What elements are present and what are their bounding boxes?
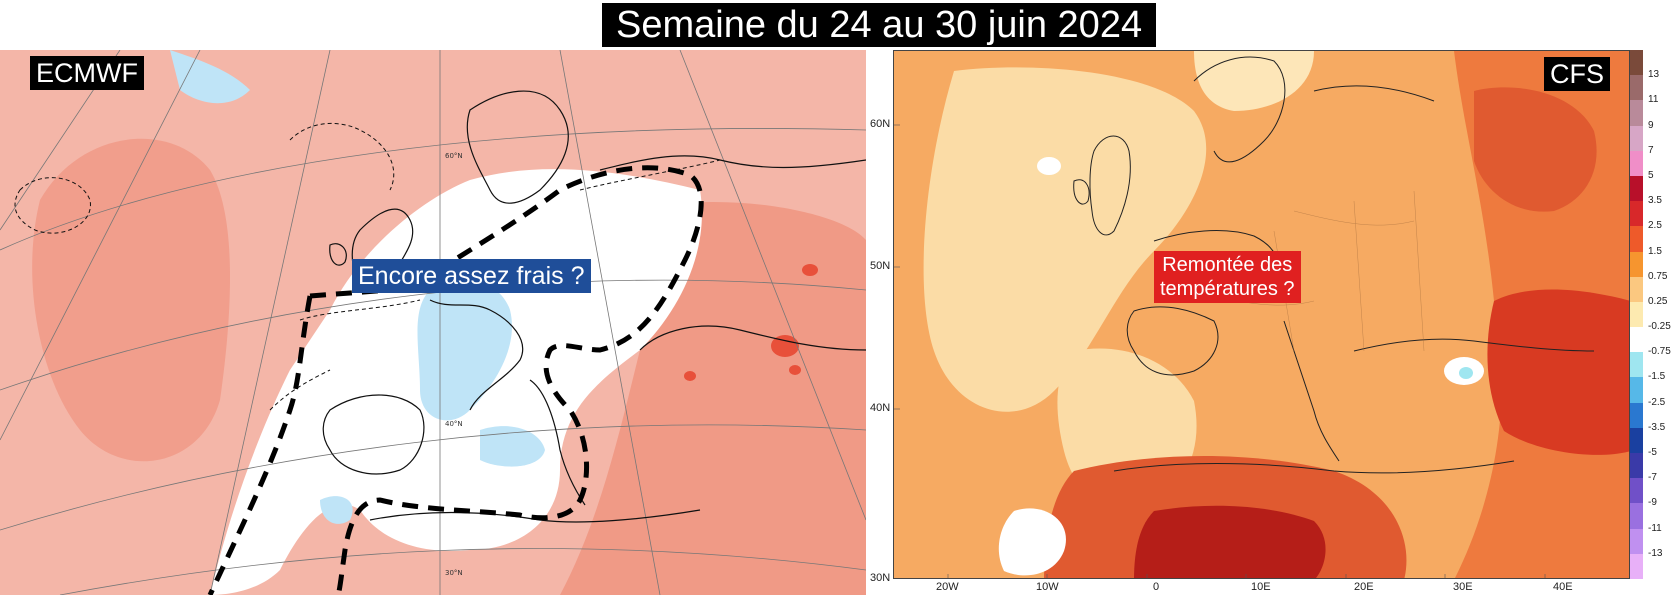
- legend-swatch: [1630, 125, 1643, 152]
- ecmwf-graticule: [0, 50, 866, 595]
- legend-label: -7: [1648, 472, 1657, 484]
- legend-swatch: [1630, 50, 1643, 76]
- ecmwf-hot-spot: [684, 371, 696, 381]
- legend-swatch: [1630, 301, 1643, 328]
- ecmwf-atlantic-warm-area: [32, 138, 231, 462]
- color-legend: 13 11 9 7 5 3.5 2.5 1.5 0.75 0.25 -0.25 -0.75 -1.5 -2…: [1630, 50, 1674, 580]
- legend-label: 0.25: [1648, 295, 1668, 307]
- legend-label: -13: [1648, 547, 1663, 559]
- legend-label: 2.5: [1648, 220, 1662, 232]
- legend-swatch: [1630, 427, 1643, 454]
- ecmwf-cool-patch: [480, 426, 545, 467]
- cfs-neutral-area: [1037, 157, 1061, 175]
- ecmwf-highlight-region: [207, 165, 704, 595]
- legend-swatch: [1630, 503, 1643, 530]
- legend-label: -0.25: [1648, 321, 1671, 333]
- cfs-lat-tick: 40N: [870, 402, 891, 414]
- cfs-lon-tick: 20E: [1354, 581, 1374, 593]
- legend-label: -1.5: [1648, 371, 1666, 383]
- legend-label: -0.75: [1648, 346, 1671, 358]
- cfs-pale-area: [923, 67, 1207, 412]
- legend-label: -2.5: [1648, 396, 1666, 408]
- cfs-hot-area: [1487, 289, 1629, 455]
- legend-label: 5: [1648, 169, 1654, 181]
- legend-label: -3.5: [1648, 421, 1666, 433]
- ecmwf-cool-patch: [170, 50, 250, 104]
- cfs-lat-tick: 60N: [870, 118, 891, 130]
- legend-swatch: [1630, 478, 1643, 504]
- ecmwf-cool-patch: [320, 496, 353, 524]
- legend-label: 7: [1648, 144, 1654, 156]
- cfs-lon-tick: 30E: [1453, 581, 1473, 593]
- cfs-frame-ticks: [894, 124, 1546, 578]
- ecmwf-model-label: ECMWF: [30, 56, 144, 90]
- ecmwf-graticule-label: 40°N: [445, 420, 463, 428]
- ecmwf-map: 60°N 40°N 30°N ECMWF Encore assez frais …: [0, 50, 866, 595]
- legend-label: -5: [1648, 447, 1657, 459]
- cfs-lat-tick: 50N: [870, 260, 891, 272]
- cfs-very-hot-area: [1134, 505, 1326, 578]
- ecmwf-coastlines: [322, 90, 866, 523]
- ecmwf-graticule-label: 60°N: [445, 152, 463, 160]
- legend-swatch: [1630, 453, 1643, 479]
- ecmwf-hot-spot: [789, 365, 801, 375]
- legend-label: 9: [1648, 119, 1654, 131]
- cfs-callout-line: températures ?: [1160, 278, 1295, 300]
- ecmwf-hot-spot: [802, 264, 818, 276]
- cfs-hot-area: [1474, 87, 1597, 212]
- page-title: Semaine du 24 au 30 juin 2024: [602, 3, 1157, 47]
- legend-swatch: [1630, 377, 1643, 404]
- legend-label: 11: [1648, 94, 1659, 106]
- cfs-callout-line: Remontée des: [1162, 254, 1293, 276]
- legend-swatch: [1630, 352, 1643, 378]
- legend-label: -11: [1648, 522, 1662, 534]
- cfs-lon-tick: 0: [1153, 581, 1160, 593]
- cfs-map-canvas: [894, 51, 1629, 578]
- legend-label: 3.5: [1648, 195, 1662, 207]
- legend-swatch: [1630, 100, 1643, 127]
- legend-swatch: [1630, 226, 1643, 253]
- legend-swatch: [1630, 402, 1643, 429]
- cfs-neutral-area: [998, 508, 1066, 576]
- legend-swatch: [1630, 201, 1643, 227]
- cfs-lat-tick: 30N: [870, 572, 891, 584]
- legend-swatch: [1630, 327, 1643, 353]
- ecmwf-map-canvas: 60°N 40°N 30°N: [0, 50, 866, 595]
- legend-swatch: [1630, 150, 1643, 177]
- legend-label: 0.75: [1648, 270, 1668, 282]
- ecmwf-hot-spot: [771, 335, 799, 357]
- cfs-map: CFS Remontée des températures ?: [893, 50, 1630, 579]
- legend-swatch: [1630, 175, 1643, 202]
- cfs-pale-area: [1194, 51, 1314, 111]
- ecmwf-graticule-label: 30°N: [445, 569, 463, 577]
- legend-label: -9: [1648, 497, 1657, 509]
- legend-swatch: [1630, 553, 1643, 580]
- legend-swatch: [1630, 251, 1643, 278]
- cfs-lon-tick: 40E: [1553, 581, 1573, 593]
- ecmwf-callout: Encore assez frais ?: [352, 259, 591, 293]
- cfs-lon-tick: 20W: [936, 581, 959, 593]
- ecmwf-east-warm-area: [560, 201, 866, 595]
- cfs-cool-spot: [1459, 367, 1473, 379]
- legend-label: 1.5: [1648, 245, 1662, 257]
- ecmwf-cool-patch: [417, 279, 512, 421]
- legend-label: 13: [1648, 69, 1660, 81]
- cfs-callout: Remontée des températures ?: [1154, 251, 1301, 303]
- ecmwf-anomaly-contours: [14, 122, 721, 411]
- legend-swatch: [1630, 528, 1643, 555]
- cfs-lon-tick: 10E: [1251, 581, 1271, 593]
- legend-swatch: [1630, 75, 1643, 101]
- cfs-model-label: CFS: [1544, 57, 1610, 91]
- cfs-lon-tick: 10W: [1036, 581, 1059, 593]
- legend-swatch: [1630, 276, 1643, 303]
